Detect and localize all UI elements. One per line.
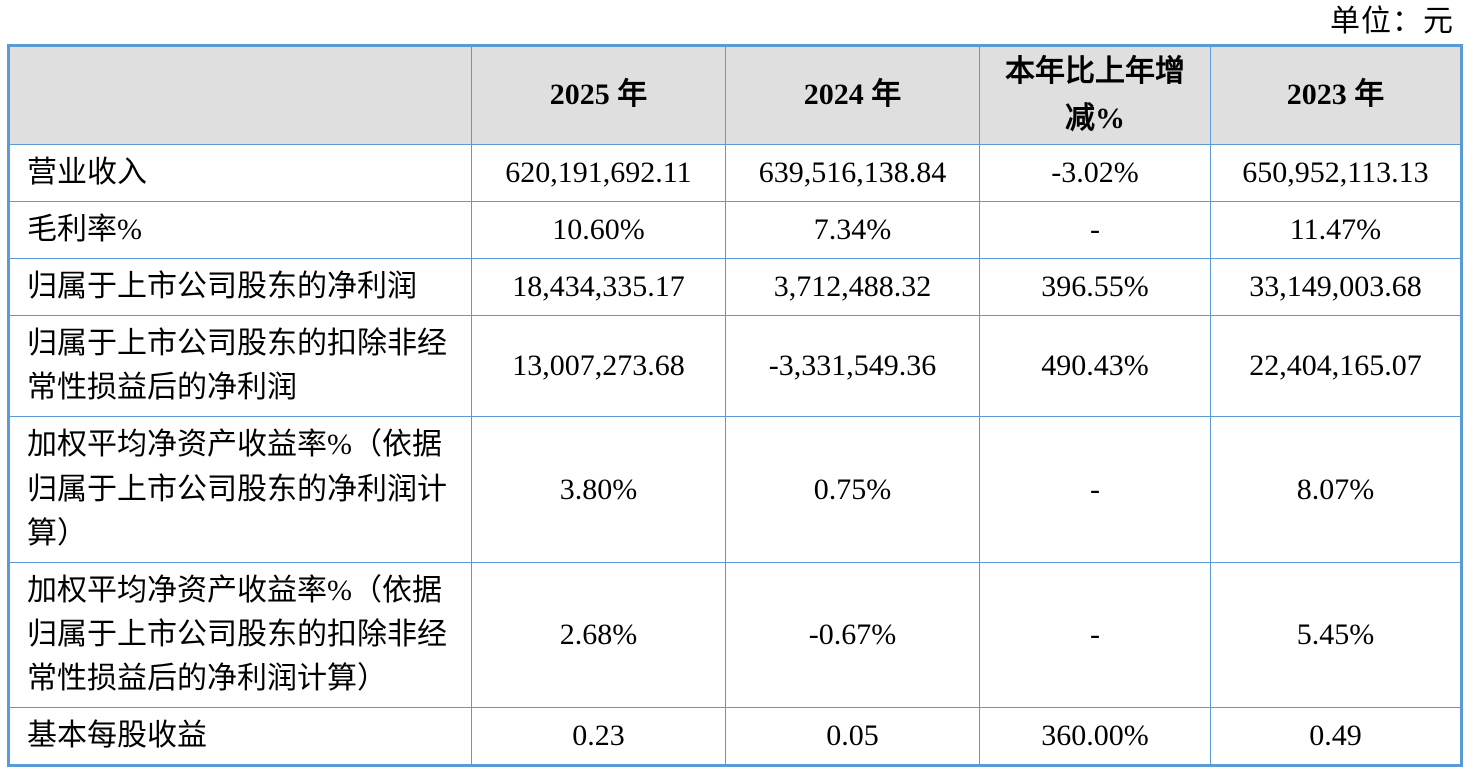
unit-label: 单位：元 (1330, 5, 1454, 38)
cell-value: 0.49 (1210, 707, 1462, 767)
cell-value: 0.75% (725, 416, 980, 563)
cell-value: -0.67% (725, 561, 980, 709)
cell-value: 3,712,488.32 (725, 258, 980, 317)
table-row-gross-margin: 毛利率% 10.60% 7.34% - 11.47% (8, 201, 1462, 260)
cell-value: 8.07% (1210, 416, 1462, 563)
cell-value: 490.43% (979, 315, 1211, 418)
cell-value: 639,516,138.84 (725, 143, 980, 203)
financial-summary-table: 2025 年 2024 年 本年比上年增减% 2023 年 营业收入 620,1… (7, 44, 1463, 767)
header-cell-2024: 2024 年 (725, 45, 980, 145)
row-label: 归属于上市公司股东的扣除非经常性损益后的净利润 (8, 315, 472, 418)
header-row: 2025 年 2024 年 本年比上年增减% 2023 年 (8, 45, 1462, 145)
cell-value: 7.34% (725, 201, 980, 260)
cell-value: 18,434,335.17 (471, 258, 726, 317)
cell-value: 3.80% (471, 416, 726, 563)
table-row-basic-eps: 基本每股收益 0.23 0.05 360.00% 0.49 (8, 707, 1462, 767)
row-label: 加权平均净资产收益率%（依据归属于上市公司股东的扣除非经常性损益后的净利润计算） (8, 561, 472, 709)
cell-value: 10.60% (471, 201, 726, 260)
cell-value: - (979, 201, 1211, 260)
header-cell-empty (8, 45, 472, 145)
row-label: 毛利率% (8, 201, 472, 260)
cell-value: 360.00% (979, 707, 1211, 767)
cell-value: -3,331,549.36 (725, 315, 980, 418)
cell-value: 5.45% (1210, 561, 1462, 709)
cell-value: -3.02% (979, 143, 1211, 203)
table-row-deducted-net-profit: 归属于上市公司股东的扣除非经常性损益后的净利润 13,007,273.68 -3… (8, 315, 1462, 418)
header-cell-2023: 2023 年 (1210, 45, 1462, 145)
header-cell-2025: 2025 年 (471, 45, 726, 145)
cell-value: 0.23 (471, 707, 726, 767)
row-label: 加权平均净资产收益率%（依据归属于上市公司股东的净利润计算） (8, 416, 472, 563)
cell-value: 33,149,003.68 (1210, 258, 1462, 317)
header-cell-yoy-change: 本年比上年增减% (979, 45, 1211, 145)
table-row-net-profit: 归属于上市公司股东的净利润 18,434,335.17 3,712,488.32… (8, 258, 1462, 317)
cell-value: 650,952,113.13 (1210, 143, 1462, 203)
table-row-roe-net-profit: 加权平均净资产收益率%（依据归属于上市公司股东的净利润计算） 3.80% 0.7… (8, 416, 1462, 563)
cell-value: 620,191,692.11 (471, 143, 726, 203)
cell-value: - (979, 561, 1211, 709)
cell-value: 396.55% (979, 258, 1211, 317)
cell-value: 0.05 (725, 707, 980, 767)
row-label: 基本每股收益 (8, 707, 472, 767)
row-label: 营业收入 (8, 143, 472, 203)
cell-value: 2.68% (471, 561, 726, 709)
table-row-roe-deducted: 加权平均净资产收益率%（依据归属于上市公司股东的扣除非经常性损益后的净利润计算）… (8, 561, 1462, 709)
cell-value: 13,007,273.68 (471, 315, 726, 418)
cell-value: 11.47% (1210, 201, 1462, 260)
table-row-revenue: 营业收入 620,191,692.11 639,516,138.84 -3.02… (8, 143, 1462, 203)
cell-value: 22,404,165.07 (1210, 315, 1462, 418)
row-label: 归属于上市公司股东的净利润 (8, 258, 472, 317)
cell-value: - (979, 416, 1211, 563)
